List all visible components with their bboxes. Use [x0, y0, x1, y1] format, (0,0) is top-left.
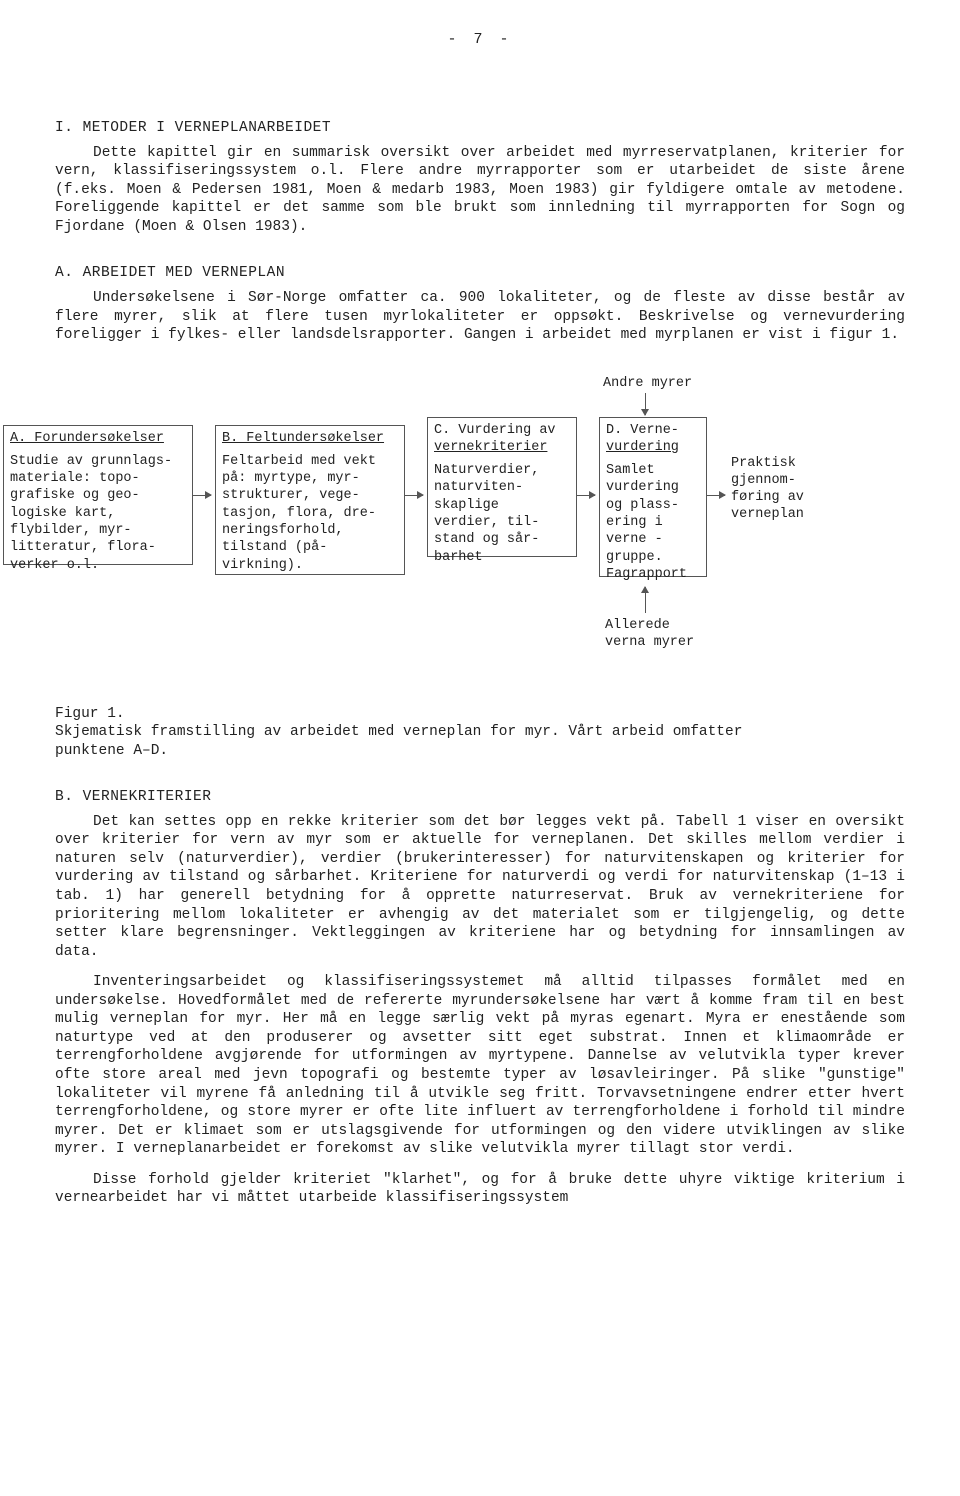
- box-b: B. Feltundersøkelser Feltarbeid med vekt…: [215, 425, 405, 575]
- page-number: - 7 -: [55, 30, 905, 49]
- box-d-body: Samlet vurdering og plass­ering i verne …: [606, 462, 700, 583]
- box-d-title1: D. Verne-: [606, 422, 700, 439]
- box-c-title1: C. Vurdering av: [434, 422, 570, 439]
- arrow-b-c: [405, 495, 423, 496]
- figure-1-caption: Figur 1. Skjematisk framstilling av arbe…: [55, 705, 905, 761]
- box-a-body: Studie av grunnlags­materiale: topo­graf…: [10, 453, 186, 574]
- arrow-c-d: [577, 495, 595, 496]
- arrow-andre-down: [645, 393, 646, 415]
- label-allerede: Allerede verna myrer: [605, 617, 694, 652]
- box-a-title: A. Forundersøkelser: [10, 430, 186, 447]
- heading-a: A. ARBEIDET MED VERNEPLAN: [55, 264, 905, 283]
- figure-caption-body: Skjematisk framstilling av arbeidet med …: [55, 723, 805, 760]
- box-a: A. Forundersøkelser Studie av grunnlags­…: [3, 425, 193, 565]
- box-d: D. Verne- vurdering Samlet vurdering og …: [599, 417, 707, 577]
- box-c: C. Vurdering av vernekriterier Naturverd…: [427, 417, 577, 557]
- section-a-paragraph: Undersøkelsene i Sør-Norge omfatter ca. …: [55, 289, 905, 345]
- heading-b: B. VERNEKRITERIER: [55, 788, 905, 807]
- box-c-title2: vernekriterier: [434, 439, 570, 456]
- label-andre-myrer: Andre myrer: [603, 375, 692, 392]
- arrow-allerede-up: [645, 587, 646, 613]
- arrow-a-b: [193, 495, 211, 496]
- box-d-title2: vurdering: [606, 439, 700, 456]
- box-b-body: Feltarbeid med vekt på: myrtype, myr­str…: [222, 453, 398, 574]
- heading-chapter: I. METODER I VERNEPLANARBEIDET: [55, 119, 905, 138]
- arrow-d-e: [707, 495, 725, 496]
- section-b-para2: Inventeringsarbeidet og klassifiseringss…: [55, 973, 905, 1158]
- figure-label: Figur 1.: [55, 705, 147, 724]
- box-c-body: Naturverdier, naturviten­skaplige verdie…: [434, 462, 570, 566]
- figure-1-diagram: Andre myrer A. Forundersøkelser Studie a…: [3, 375, 929, 655]
- box-e: Praktisk gjennom­føring av verne­plan: [731, 455, 831, 524]
- box-b-title: B. Feltundersøkelser: [222, 430, 398, 447]
- section-b-para1: Det kan settes opp en rekke kriterier so…: [55, 813, 905, 961]
- section-b-para3: Disse forhold gjelder kriteriet "klarhet…: [55, 1171, 905, 1208]
- intro-paragraph: Dette kapittel gir en summarisk oversikt…: [55, 144, 905, 237]
